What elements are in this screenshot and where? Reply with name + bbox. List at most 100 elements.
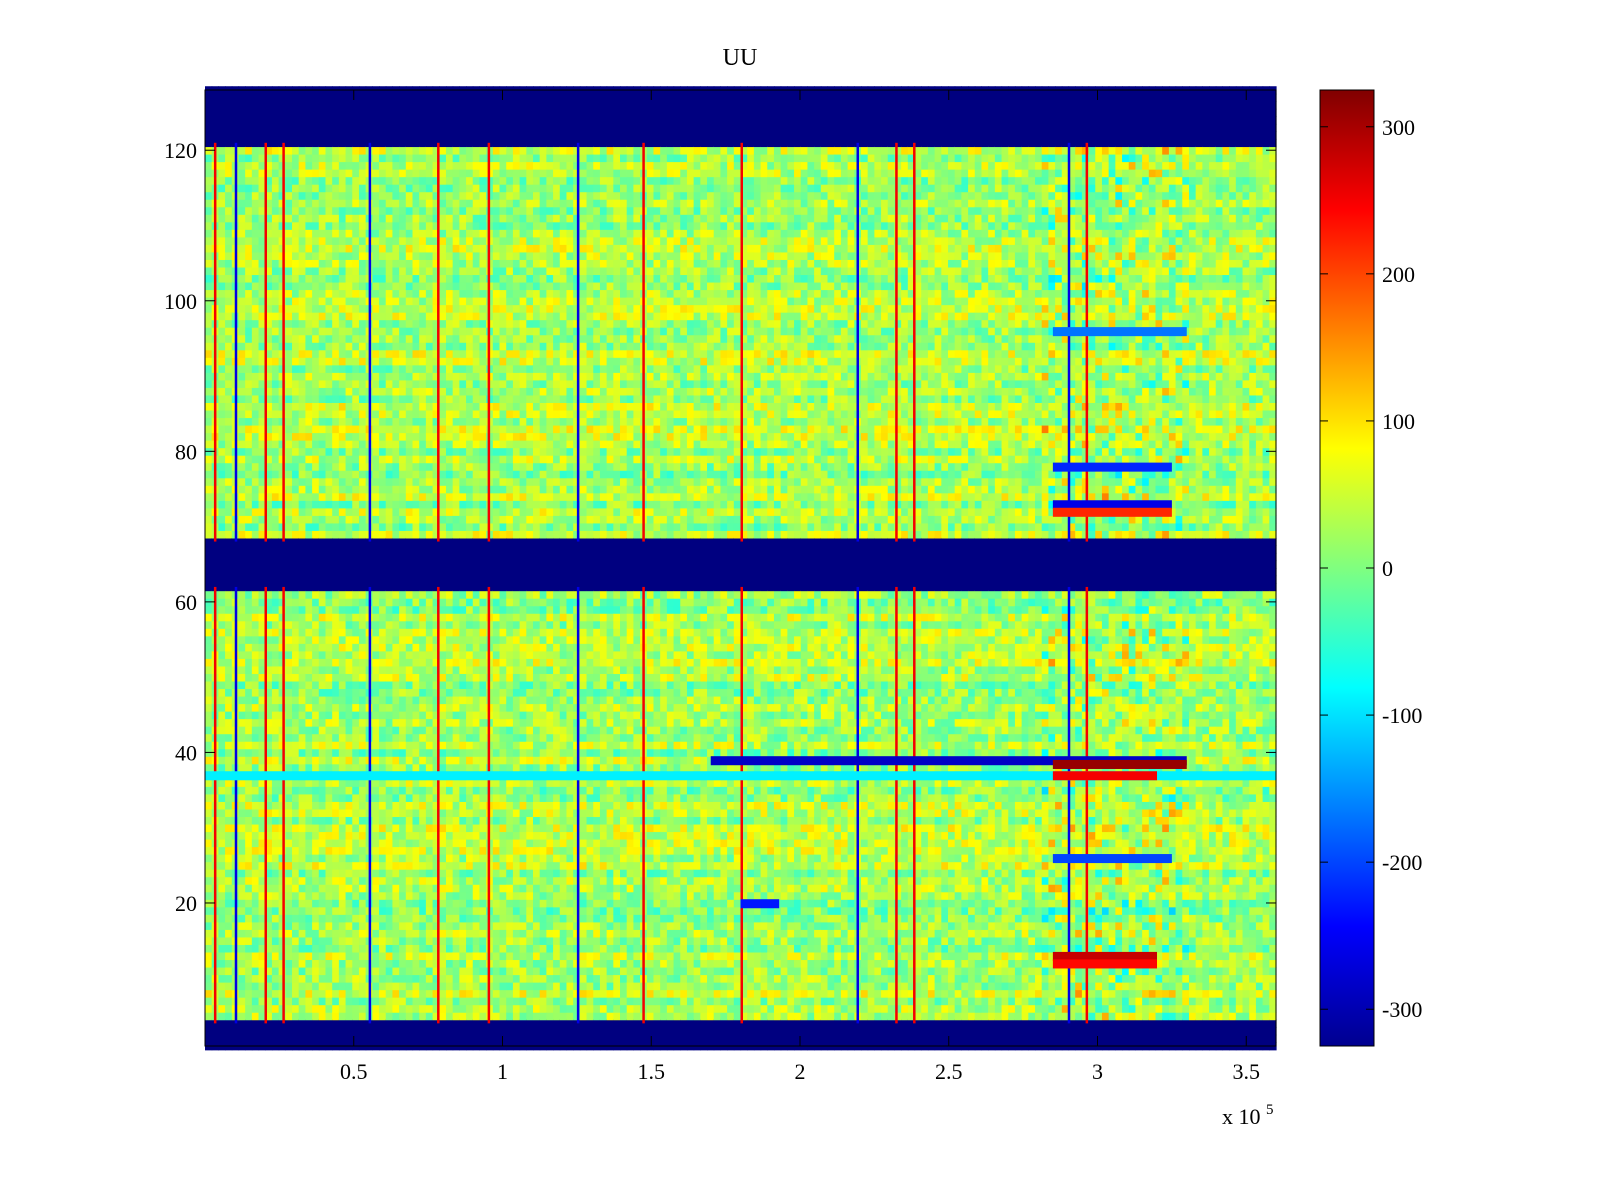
heatmap-cell (238, 297, 246, 306)
heatmap-cell (338, 191, 347, 200)
heatmap-cell (412, 673, 420, 682)
heatmap-cell (251, 184, 260, 193)
heatmap-cell (332, 673, 340, 682)
heatmap-cell (245, 417, 253, 426)
heatmap-cell (332, 823, 340, 833)
heatmap-cell (305, 914, 313, 923)
heatmap-cell (439, 982, 447, 991)
heatmap-cell (459, 966, 467, 976)
heatmap-cell (399, 364, 407, 373)
heatmap-cell (425, 1012, 434, 1021)
heatmap-cell (439, 1012, 447, 1021)
heatmap-cell (285, 387, 293, 396)
heatmap-cell (251, 492, 260, 501)
heatmap-cell (352, 297, 360, 306)
heatmap-cell (372, 244, 380, 253)
heatmap-cell (318, 153, 327, 163)
heatmap-cell (412, 334, 420, 343)
heatmap-cell (218, 1004, 226, 1013)
heatmap-cell (358, 620, 367, 629)
heatmap-cell (258, 259, 266, 268)
heatmap-cell (292, 590, 300, 599)
heatmap-cell (271, 319, 280, 328)
heatmap-cell (352, 379, 360, 388)
heatmap-cell (439, 650, 447, 659)
heatmap-cell (332, 409, 340, 419)
heatmap-cell (278, 914, 286, 923)
heatmap-cell (432, 613, 440, 622)
heatmap-cell (292, 236, 300, 245)
heatmap-cell (385, 906, 394, 915)
heatmap-cell (345, 206, 353, 215)
heatmap-cell (338, 462, 347, 471)
heatmap-cell (412, 507, 420, 516)
heatmap-cell (312, 688, 320, 697)
heatmap-cell (298, 251, 306, 260)
heatmap-cell (298, 289, 306, 298)
heatmap-cell (251, 372, 260, 381)
heatmap-cell (318, 838, 327, 848)
heatmap-cell (358, 402, 367, 411)
heatmap-cell (372, 297, 380, 306)
heatmap-cell (412, 244, 420, 253)
heatmap-cell (318, 891, 327, 900)
heatmap-cell (459, 236, 467, 245)
heatmap-cell (325, 914, 333, 923)
heatmap-cell (238, 733, 246, 742)
heatmap-cell (352, 402, 360, 411)
heatmap-cell (379, 643, 387, 652)
heatmap-cell (238, 342, 246, 351)
heatmap-cell (271, 236, 280, 245)
heatmap-cell (285, 816, 293, 825)
heatmap-cell (419, 665, 427, 674)
heatmap-cell (385, 695, 394, 705)
heatmap-cell (258, 598, 266, 607)
heatmap-cell (332, 214, 340, 223)
heatmap-cell (419, 590, 427, 599)
heatmap-cell (225, 823, 233, 833)
heatmap-cell (305, 673, 313, 682)
heatmap-cell (298, 613, 306, 622)
heatmap-cell (385, 409, 394, 419)
heatmap-cell (238, 251, 246, 260)
heatmap-cell (385, 1012, 394, 1021)
heatmap-cell (352, 688, 360, 697)
heatmap-cell (392, 492, 400, 501)
heatmap-cell (305, 906, 313, 915)
heatmap-cell (205, 854, 213, 863)
heatmap-cell (305, 846, 313, 855)
heatmap-cell (445, 342, 454, 351)
heatmap-cell (312, 507, 320, 516)
heatmap-cell (345, 447, 353, 456)
heatmap-cell (238, 620, 246, 629)
heatmap-cell (459, 161, 467, 170)
heatmap-cell (205, 477, 213, 486)
heatmap-cell (332, 658, 340, 667)
heatmap-cell (432, 530, 440, 539)
heatmap-cell (318, 756, 327, 765)
heatmap-cell (432, 756, 440, 765)
heatmap-cell (338, 138, 347, 148)
heatmap-cell (271, 891, 280, 900)
heatmap-cell (205, 432, 213, 441)
heatmap-cell (372, 161, 380, 170)
heatmap-cell (379, 628, 387, 637)
heatmap-cell (278, 455, 286, 464)
heatmap-cell (459, 1012, 467, 1021)
heatmap-cell (425, 372, 434, 381)
heatmap-cell (245, 146, 253, 155)
heatmap-cell (405, 470, 414, 479)
heatmap-cell (305, 793, 313, 802)
heatmap-cell (358, 357, 367, 366)
heatmap-cell (352, 951, 360, 961)
heatmap-cell (271, 379, 280, 388)
heatmap-cell (251, 718, 260, 727)
heatmap-cell (271, 477, 280, 486)
heatmap-cell (372, 1004, 380, 1013)
heatmap-cell (439, 432, 447, 441)
heatmap-cell (271, 786, 280, 795)
heatmap-cell (419, 161, 427, 170)
heatmap-cell (352, 974, 360, 983)
heatmap-cell (345, 522, 353, 531)
heatmap-cell (218, 695, 226, 705)
